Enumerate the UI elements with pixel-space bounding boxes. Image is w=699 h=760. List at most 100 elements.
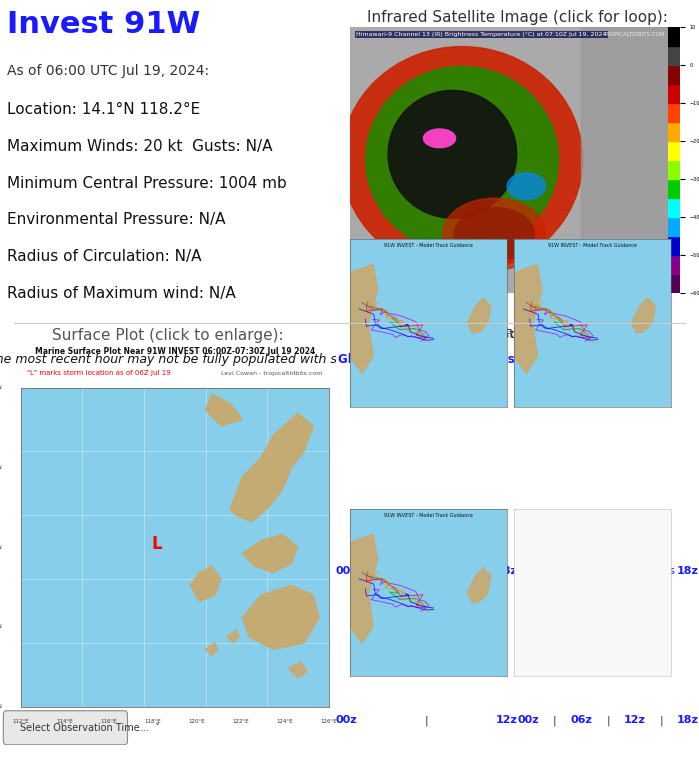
Text: 16°N: 16°N	[0, 465, 3, 470]
Text: Minimum Central Pressure: 1004 mb: Minimum Central Pressure: 1004 mb	[7, 176, 287, 191]
Bar	[668, 84, 680, 103]
Text: |: |	[553, 566, 556, 577]
Polygon shape	[468, 568, 491, 603]
Bar	[668, 236, 680, 255]
Text: Radius of Maximum wind: N/A: Radius of Maximum wind: N/A	[7, 286, 236, 301]
Text: L: L	[152, 535, 162, 553]
Ellipse shape	[454, 207, 534, 261]
Polygon shape	[243, 585, 319, 649]
Polygon shape	[206, 394, 243, 426]
Text: TROPICALTIDBITS.COM: TROPICALTIDBITS.COM	[603, 32, 665, 37]
Text: 18z: 18z	[677, 566, 699, 576]
FancyBboxPatch shape	[3, 711, 127, 745]
Text: GFS Ensembles: GFS Ensembles	[558, 353, 658, 366]
Text: Surface Plot (click to enlarge):: Surface Plot (click to enlarge):	[52, 328, 284, 343]
Text: |: |	[424, 715, 428, 726]
Text: Model Forecasts (list of model acronyms):: Model Forecasts (list of model acronyms)…	[378, 328, 656, 340]
Text: 114°E: 114°E	[57, 719, 73, 724]
Text: Select Observation Time...  ˅: Select Observation Time... ˅	[20, 723, 160, 733]
Text: Maximum Winds: 20 kt  Gusts: N/A: Maximum Winds: 20 kt Gusts: N/A	[7, 139, 272, 154]
Text: "L" marks storm location as of 06Z Jul 19: "L" marks storm location as of 06Z Jul 1…	[27, 370, 171, 376]
Bar	[668, 274, 680, 293]
Text: 06z: 06z	[389, 566, 411, 576]
Text: Invest 91W: Invest 91W	[7, 10, 200, 39]
Text: 12z: 12z	[442, 566, 464, 576]
Text: 91W INVEST - Model Track Guidance: 91W INVEST - Model Track Guidance	[384, 242, 473, 248]
Polygon shape	[206, 643, 218, 656]
Text: GEPS Ensembles: GEPS Ensembles	[371, 558, 482, 571]
Text: 12z: 12z	[624, 715, 646, 725]
Polygon shape	[581, 27, 671, 293]
Text: |: |	[553, 715, 556, 726]
Text: 116°E: 116°E	[101, 719, 117, 724]
Text: 10°N: 10°N	[0, 705, 3, 709]
Bar	[668, 103, 680, 122]
Text: 00z: 00z	[336, 566, 357, 576]
Polygon shape	[227, 630, 239, 643]
Text: 00z: 00z	[336, 715, 357, 725]
Text: 118°E: 118°E	[145, 719, 161, 724]
Text: |: |	[424, 566, 428, 577]
Text: 124°E: 124°E	[276, 719, 293, 724]
Text: Environmental Pressure: N/A: Environmental Pressure: N/A	[7, 212, 225, 227]
Polygon shape	[243, 534, 298, 573]
Polygon shape	[289, 662, 307, 678]
Bar	[668, 141, 680, 160]
Polygon shape	[249, 617, 261, 630]
Ellipse shape	[507, 173, 546, 200]
Bar	[668, 160, 680, 179]
Polygon shape	[468, 298, 491, 333]
Polygon shape	[514, 264, 542, 373]
Text: |: |	[660, 566, 663, 577]
Text: 12z: 12z	[624, 566, 646, 576]
Polygon shape	[350, 534, 377, 643]
Text: Himawari-9 Channel 13 (IR) Brightness Temperature (°C) at 07:10Z Jul 19, 2024: Himawari-9 Channel 13 (IR) Brightness Te…	[356, 32, 606, 37]
Bar	[668, 217, 680, 236]
Text: 00z: 00z	[517, 566, 539, 576]
Text: Location: 14.1°N 118.2°E: Location: 14.1°N 118.2°E	[7, 102, 200, 117]
Text: 06z: 06z	[570, 715, 593, 725]
Text: 91W INVEST - Model Track Guidance: 91W INVEST - Model Track Guidance	[548, 242, 637, 248]
Bar	[668, 65, 680, 84]
Text: 91W INVEST - Model Track Guidance: 91W INVEST - Model Track Guidance	[384, 512, 473, 518]
Ellipse shape	[442, 198, 546, 270]
Bar	[668, 255, 680, 274]
Text: |: |	[371, 566, 375, 577]
Text: As of 06:00 UTC Jul 19, 2024:: As of 06:00 UTC Jul 19, 2024:	[7, 64, 209, 78]
Text: 126°E: 126°E	[320, 719, 337, 724]
Text: Global + Hurricane Models: Global + Hurricane Models	[338, 353, 514, 366]
Polygon shape	[190, 566, 221, 601]
Bar	[668, 198, 680, 217]
Bar	[668, 122, 680, 141]
Polygon shape	[230, 413, 313, 521]
Text: 18z: 18z	[677, 715, 699, 725]
Text: 00z: 00z	[517, 715, 539, 725]
Text: Model Forecasts (: Model Forecasts (	[459, 328, 576, 340]
Bar	[668, 46, 680, 65]
Text: 122°E: 122°E	[232, 719, 249, 724]
Text: 12°N: 12°N	[0, 625, 3, 629]
Text: Infrared Satellite Image (click for loop):: Infrared Satellite Image (click for loop…	[367, 10, 668, 24]
Ellipse shape	[388, 90, 517, 218]
Bar	[668, 179, 680, 198]
Ellipse shape	[341, 46, 583, 273]
Text: Model Intensity Forecasts: Model Intensity Forecasts	[542, 566, 675, 576]
Text: |: |	[478, 566, 482, 577]
Polygon shape	[632, 298, 656, 333]
Text: 14°N: 14°N	[0, 545, 3, 549]
Text: Note that the most recent hour may not be fully populated with stations yet.: Note that the most recent hour may not b…	[0, 353, 408, 366]
Text: 06z: 06z	[570, 566, 593, 576]
Text: |: |	[660, 715, 663, 726]
Text: Levi Cowan - tropicaltidbits.com: Levi Cowan - tropicaltidbits.com	[221, 372, 322, 376]
Text: |: |	[606, 566, 610, 577]
Text: 12z: 12z	[496, 715, 517, 725]
Text: Marine Surface Plot Near 91W INVEST 06:00Z-07:30Z Jul 19 2024: Marine Surface Plot Near 91W INVEST 06:0…	[35, 347, 315, 356]
Text: |: |	[606, 715, 610, 726]
Text: 18z: 18z	[496, 566, 517, 576]
Text: 18°N: 18°N	[0, 385, 3, 390]
Text: Intensity Guidance: Intensity Guidance	[546, 558, 670, 571]
Bar	[668, 27, 680, 46]
Ellipse shape	[424, 129, 456, 147]
Text: 112°E: 112°E	[13, 719, 29, 724]
Text: Radius of Circulation: N/A: Radius of Circulation: N/A	[7, 249, 201, 264]
